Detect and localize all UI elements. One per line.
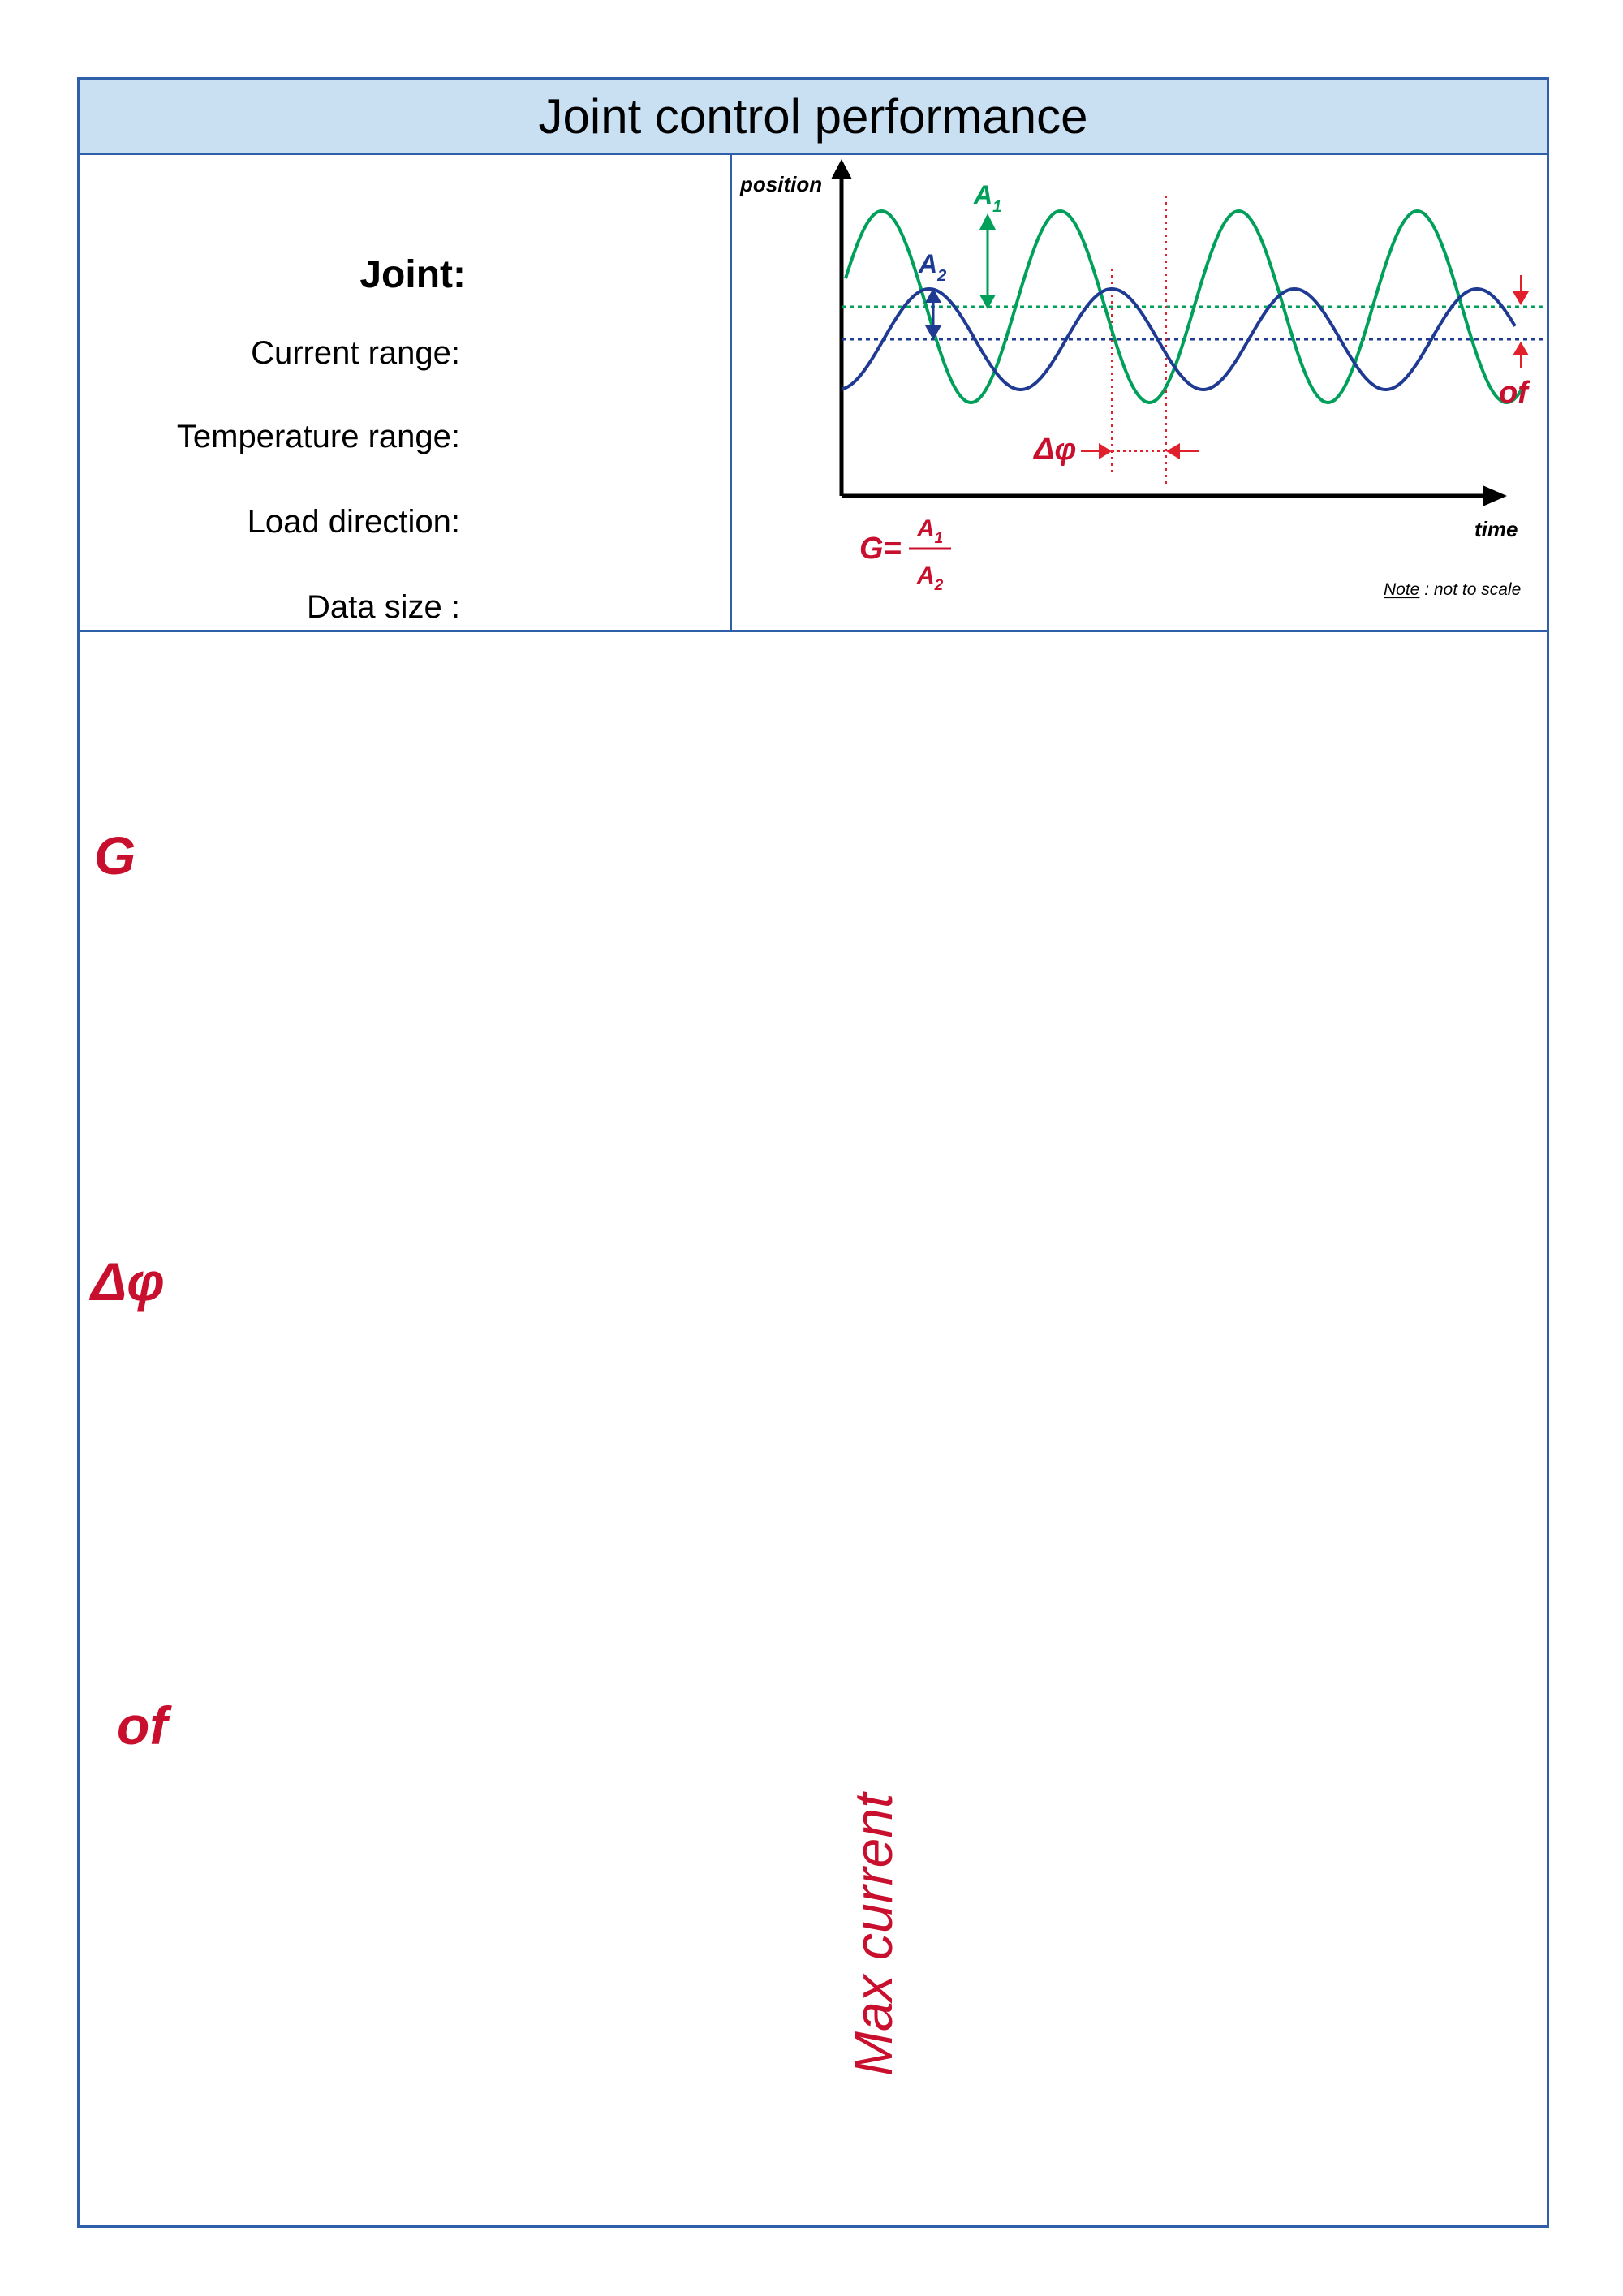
x-axis-arrow [1483, 485, 1507, 506]
data-size-label: Data size : [307, 589, 460, 625]
signal-diagram: A1 A2 of Δφ position time G= [739, 159, 1543, 599]
y-axis-label: position [739, 172, 822, 196]
current-range-label: Current range: [251, 335, 460, 371]
temperature-range-label: Temperature range: [176, 419, 460, 454]
offset-section-label: of [117, 1695, 168, 1755]
a1-arrow-head-top [979, 213, 996, 230]
info-panel: Joint: Current range: Temperature range:… [80, 155, 732, 630]
joint-label: Joint: [359, 253, 466, 296]
max-current-label: Max current [843, 1793, 903, 2076]
page-frame: Joint control performance Joint: Current… [77, 77, 1549, 2228]
output-wave [841, 286, 1517, 392]
a2-arrow-head-bottom [925, 325, 941, 340]
phase-arrow-right [1166, 443, 1180, 459]
gain-section-label: G [94, 825, 136, 885]
diagram-panel: A1 A2 of Δφ position time G= [732, 155, 1547, 630]
phase-arrow-left [1099, 443, 1112, 459]
section-divider [80, 630, 1547, 632]
gain-numerator: A1 [916, 515, 943, 547]
title-bar: Joint control performance [80, 80, 1547, 155]
a2-arrow-head-top [925, 288, 941, 303]
scale-note: Note : not to scale [1384, 580, 1521, 599]
offset-label: of [1499, 376, 1530, 410]
page-title: Joint control performance [538, 88, 1088, 144]
phase-label: Δφ [1032, 433, 1076, 467]
gain-formula-lhs: G= [859, 532, 902, 566]
offset-arrow-bottom [1513, 342, 1529, 355]
phase-section-label: Δφ [91, 1251, 165, 1312]
a1-label: A1 [973, 180, 1001, 216]
y-axis-arrow [831, 159, 852, 179]
load-direction-label: Load direction: [247, 504, 460, 540]
x-axis-label: time [1474, 517, 1518, 541]
a1-arrow-head-bottom [979, 295, 996, 309]
offset-arrow-top [1513, 291, 1529, 305]
gain-denominator: A2 [916, 562, 944, 594]
reference-wave [844, 209, 1524, 405]
a2-label: A2 [918, 249, 946, 285]
